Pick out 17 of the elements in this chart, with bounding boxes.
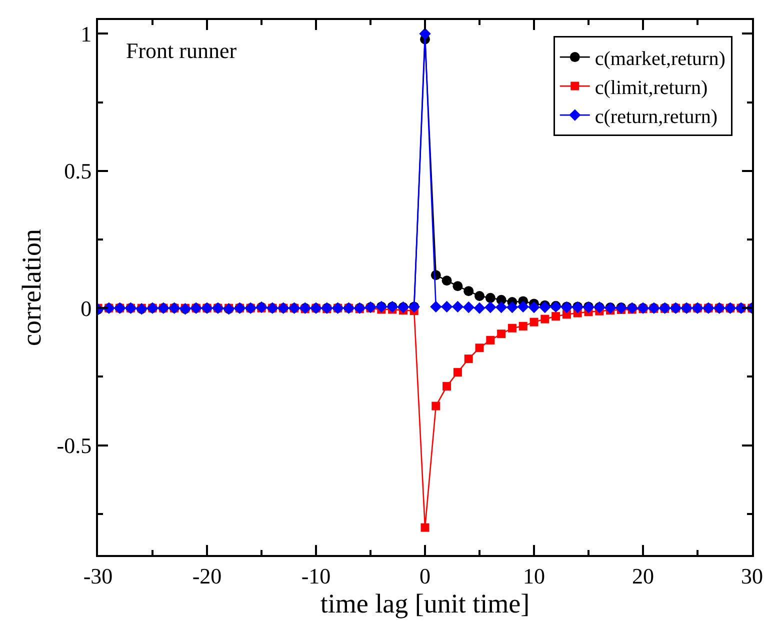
x-tick-label: -20 [192, 563, 222, 588]
y-axis-title: correlation [16, 228, 46, 346]
legend-label: c(limit,return) [594, 76, 708, 99]
x-tick-label: 20 [632, 563, 654, 588]
x-tick-label: 0 [420, 563, 430, 588]
x-axis-title: time lag [unit time] [320, 588, 530, 618]
x-tick-label: 10 [523, 563, 545, 588]
x-tick-label: -10 [301, 563, 331, 588]
x-tick-label: 30 [741, 563, 763, 588]
y-tick-label: 0.5 [64, 158, 92, 184]
legend-label: c(return,return) [594, 106, 718, 128]
y-tick-label: 1 [80, 21, 92, 46]
legend-label: c(market,return) [594, 48, 726, 70]
y-tick-label: 0 [80, 296, 92, 321]
annotation: Front runner [126, 38, 238, 63]
y-tick-label: -0.5 [56, 432, 92, 458]
x-tick-label: -30 [83, 563, 113, 588]
